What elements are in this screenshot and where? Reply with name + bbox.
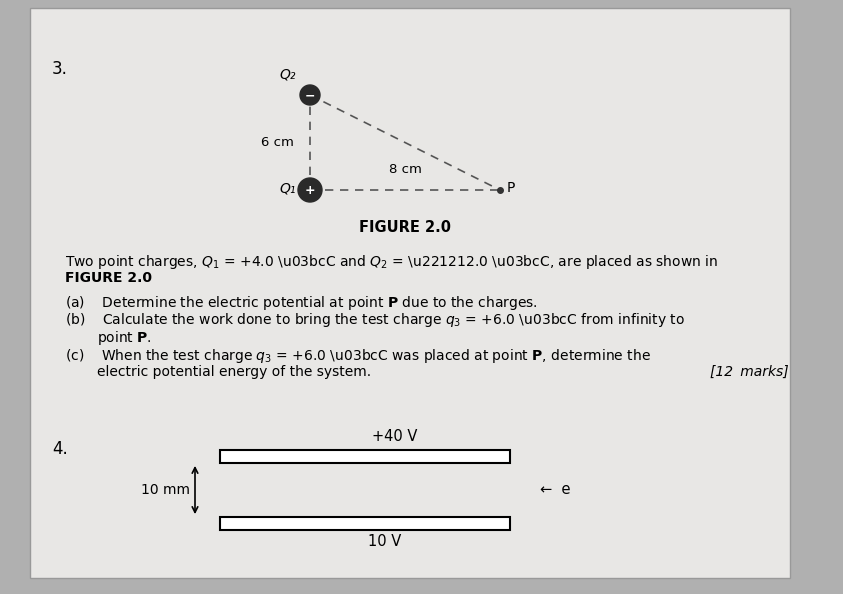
Text: P: P: [507, 181, 515, 195]
Circle shape: [298, 178, 322, 202]
Text: FIGURE 2.0: FIGURE 2.0: [65, 271, 152, 285]
Text: +40 V: +40 V: [373, 429, 417, 444]
Text: −: −: [305, 90, 315, 103]
Text: FIGURE 2.0: FIGURE 2.0: [359, 220, 451, 235]
Text: 4.: 4.: [52, 440, 67, 458]
Text: point $\mathbf{P}$.: point $\mathbf{P}$.: [97, 329, 152, 347]
Text: 3.: 3.: [52, 60, 68, 78]
Text: (b)    Calculate the work done to bring the test charge $q_3$ = +6.0 \u03bcC fro: (b) Calculate the work done to bring the…: [65, 311, 685, 329]
Text: [12  marks]: [12 marks]: [710, 365, 788, 379]
Text: 6 cm: 6 cm: [261, 136, 294, 149]
Text: +: +: [304, 185, 315, 197]
Circle shape: [300, 85, 320, 105]
Text: ←  e: ← e: [540, 482, 571, 498]
Text: (a)    Determine the electric potential at point $\mathbf{P}$ due to the charges: (a) Determine the electric potential at …: [65, 294, 538, 312]
Text: Q₂: Q₂: [280, 67, 296, 81]
Bar: [220, 517, 510, 530]
Text: electric potential energy of the system.: electric potential energy of the system.: [97, 365, 371, 379]
Text: 8 cm: 8 cm: [389, 163, 422, 176]
Text: Two point charges, $Q_1$ = +4.0 \u03bcC and $Q_2$ = \u221212.0 \u03bcC, are plac: Two point charges, $Q_1$ = +4.0 \u03bcC …: [65, 253, 718, 271]
Bar: [220, 450, 510, 463]
Text: Q₁: Q₁: [280, 181, 296, 195]
Text: 10 V: 10 V: [368, 534, 401, 549]
Text: (c)    When the test charge $q_3$ = +6.0 \u03bcC was placed at point $\mathbf{P}: (c) When the test charge $q_3$ = +6.0 \u…: [65, 347, 651, 365]
Text: 10 mm: 10 mm: [141, 483, 190, 497]
